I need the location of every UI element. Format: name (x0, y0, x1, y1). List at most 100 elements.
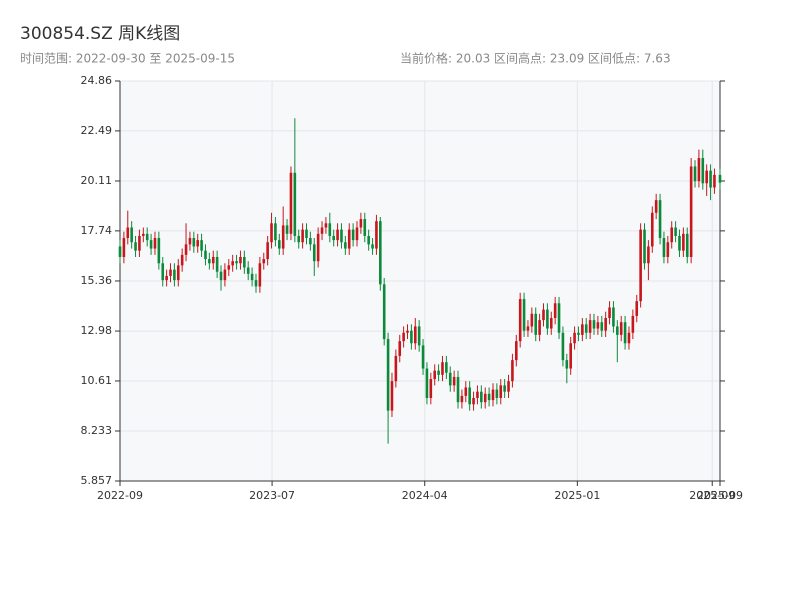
candle-body (456, 376, 460, 403)
candle-body (685, 233, 689, 257)
candle-body (219, 271, 223, 281)
candle-body (476, 391, 479, 399)
candle-body (184, 244, 188, 255)
candle-body (452, 376, 456, 386)
candle-body (375, 221, 378, 249)
candle-body (425, 368, 429, 399)
y-tick-label: 10.61 (81, 374, 113, 387)
x-tick-label: 2025-09 (697, 489, 743, 502)
candle-body (176, 265, 180, 281)
candle-body (433, 370, 437, 380)
candle-body (379, 221, 382, 285)
candle-body (581, 324, 584, 335)
candle-body (196, 240, 200, 247)
candle-body (701, 158, 705, 184)
candle-body (503, 385, 506, 392)
candle-body (386, 339, 390, 411)
candle-body (254, 280, 258, 287)
candle-body (682, 233, 685, 251)
candle-body (472, 398, 475, 405)
candle-body (561, 332, 565, 361)
candle-body (674, 227, 677, 236)
candle-body (612, 307, 615, 327)
candle-body (118, 246, 122, 257)
candle-body (650, 212, 654, 247)
candle-body (200, 240, 203, 251)
y-tick-label: 15.36 (81, 274, 113, 287)
candle-body (604, 318, 607, 331)
candle-body (441, 362, 444, 375)
y-tick-label: 17.74 (81, 224, 113, 237)
candle-body (658, 200, 662, 239)
candle-body (413, 326, 417, 344)
candle-body (165, 275, 168, 281)
y-tick-label: 22.49 (81, 124, 113, 137)
candle-body (631, 315, 635, 333)
candle-body (713, 174, 716, 188)
candle-body (309, 238, 312, 245)
y-tick-label: 8.233 (81, 424, 113, 437)
candle-body (437, 370, 440, 375)
candle-body (464, 387, 468, 396)
candle-body (320, 227, 324, 234)
candle-body (705, 170, 708, 184)
annotation: 区间高点: 23.09 (494, 51, 584, 66)
candle-body (592, 320, 596, 329)
candle-body (351, 229, 355, 241)
candle-body (553, 303, 557, 319)
candle-body (557, 303, 561, 333)
annotation: 当前价格: 20.03 (400, 51, 490, 66)
candle-body (157, 238, 161, 264)
candle-body (312, 244, 316, 262)
candle-body (394, 355, 398, 382)
candle-body (134, 242, 137, 251)
candle-body (223, 269, 227, 281)
candle-body (718, 174, 722, 183)
candle-body (421, 345, 425, 369)
candle-body (647, 246, 650, 264)
candle-body (239, 256, 242, 264)
candle-body (231, 261, 234, 266)
candle-body (250, 273, 254, 281)
candle-body (149, 240, 153, 249)
candle-body (569, 343, 572, 369)
candle-body (332, 235, 335, 241)
chart-title: 300854.SZ 周K线图 (20, 24, 180, 44)
candle-body (491, 389, 495, 401)
candle-body (344, 242, 347, 249)
y-tick-label: 24.86 (81, 74, 113, 87)
candle-body (126, 227, 130, 239)
x-tick-label: 2024-04 (402, 489, 448, 502)
candle-body (305, 229, 308, 239)
candle-body (445, 362, 448, 373)
candle-body (243, 256, 246, 268)
candle-body (324, 223, 328, 228)
candle-body (565, 360, 569, 369)
candle-body (173, 269, 176, 281)
info-bar: 当前价格: 20.03 区间高点: 23.09 区间低点: 7.63 (400, 51, 671, 66)
candle-body (281, 225, 285, 249)
candle-body (596, 322, 600, 329)
candle-body (130, 227, 133, 243)
candle-body (390, 381, 394, 411)
candle-body (359, 219, 363, 228)
candle-body (697, 158, 701, 182)
candle-body (534, 313, 538, 335)
candle-body (514, 341, 518, 361)
x-tick-label: 2025-01 (554, 489, 600, 502)
candle-body (301, 229, 304, 243)
candle-body (406, 330, 409, 333)
candle-body (670, 227, 674, 243)
candle-body (153, 238, 157, 249)
candle-body (468, 387, 471, 405)
candle-body (340, 229, 343, 243)
y-tick-label: 20.11 (81, 174, 113, 187)
annotation: 区间低点: 7.63 (588, 52, 671, 66)
candle-body (483, 393, 487, 403)
candle-body (262, 259, 266, 264)
candle-body (169, 269, 172, 276)
candle-body (270, 223, 273, 243)
y-tick-label: 12.98 (81, 324, 113, 337)
candle-body (246, 267, 250, 274)
candle-body (336, 229, 339, 241)
